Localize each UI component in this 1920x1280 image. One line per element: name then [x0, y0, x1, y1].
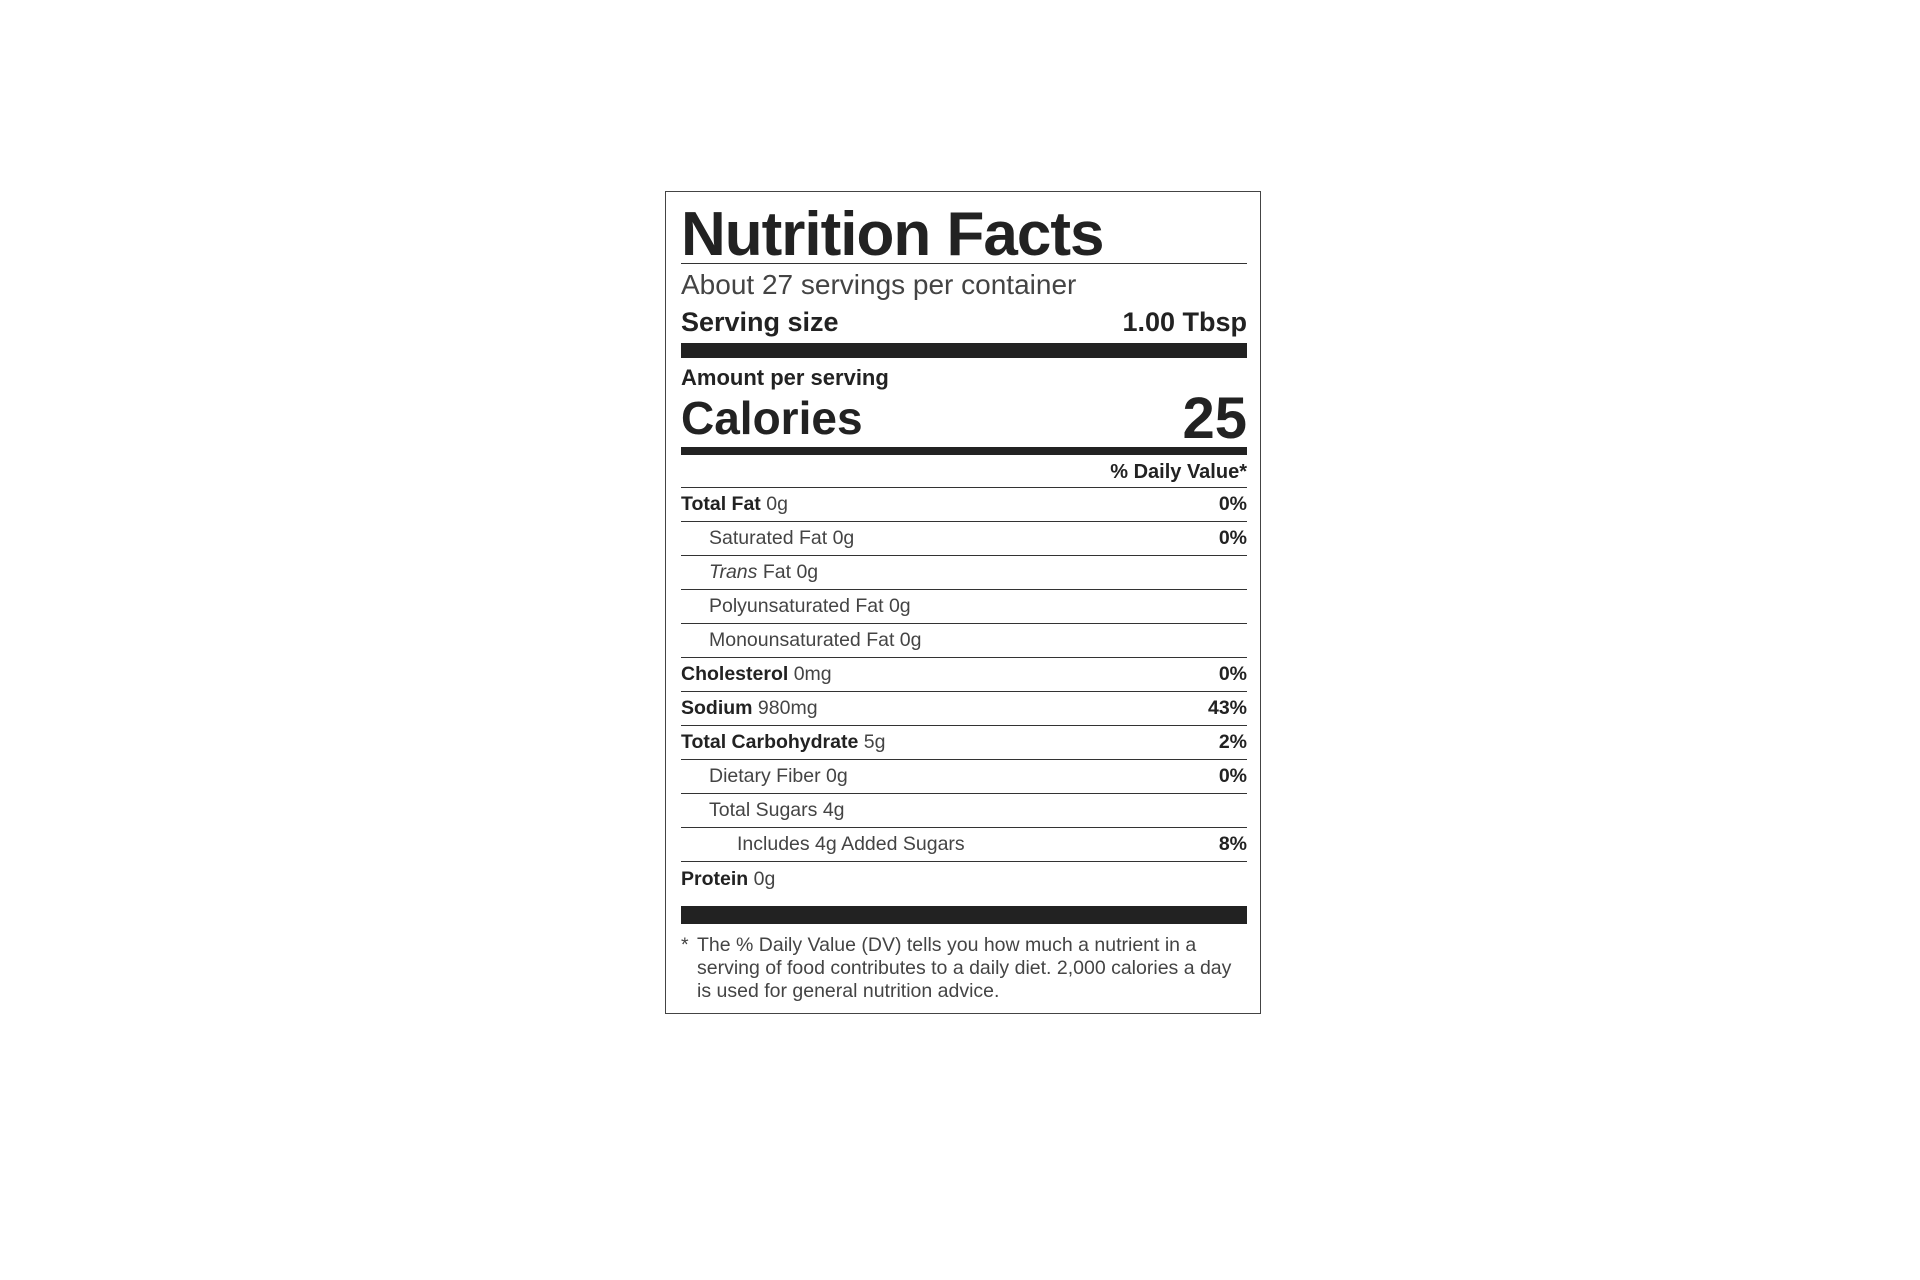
nutrient-name: Saturated Fat 0g [681, 527, 854, 550]
nutrient-name: Cholesterol 0mg [681, 663, 832, 686]
nutrient-name: Trans Fat 0g [681, 561, 818, 584]
nutrient-label-suffix: Fat [762, 561, 792, 583]
nutrient-name: Protein 0g [681, 868, 775, 891]
nutrient-label: Total Sugars [709, 799, 818, 821]
nutrient-amount: 4g [822, 799, 845, 821]
nutrient-amount: 980mg [757, 697, 818, 719]
nutrient-label: Monounsaturated Fat [709, 629, 895, 651]
serving-size-row: Serving size 1.00 Tbsp [681, 306, 1247, 338]
nutrient-label: Trans [709, 561, 758, 583]
nutrient-label: Total Carbohydrate [681, 731, 859, 753]
footnote: * The % Daily Value (DV) tells you how m… [681, 934, 1247, 1003]
nutrient-amount: 5g [863, 731, 886, 753]
nutrient-amount: 0g [753, 867, 776, 890]
calories-value: 25 [1182, 385, 1247, 451]
nutrient-row: Saturated Fat 0g 0% [681, 522, 1247, 556]
daily-value-header: % Daily Value* [1110, 461, 1247, 483]
nutrient-label: Total Fat [681, 493, 761, 515]
nutrient-name: Dietary Fiber 0g [681, 765, 848, 788]
label-title: Nutrition Facts [681, 200, 1104, 269]
nutrient-name: Includes 4g Added Sugars [681, 833, 965, 856]
nutrient-amount: 0g [832, 527, 855, 549]
nutrient-daily-value: 0% [1218, 663, 1247, 685]
nutrient-row: Cholesterol 0mg 0% [681, 658, 1247, 692]
nutrient-name: Total Fat 0g [681, 493, 788, 516]
nutrient-label: Sodium [681, 697, 753, 719]
nutrient-row: Trans Fat 0g [681, 556, 1247, 590]
footnote-star: * [681, 934, 689, 956]
nutrient-row: Polyunsaturated Fat 0g [681, 590, 1247, 624]
nutrient-name: Polyunsaturated Fat 0g [681, 595, 911, 618]
nutrient-row: Total Sugars 4g [681, 794, 1247, 828]
nutrient-row: Includes 4g Added Sugars 8% [681, 828, 1247, 862]
nutrient-amount: 0g [766, 493, 788, 515]
nutrient-row: Protein 0g [681, 862, 1247, 896]
nutrient-amount: 0mg [793, 663, 832, 685]
nutrient-daily-value: 0% [1218, 493, 1247, 515]
thick-divider [681, 906, 1247, 924]
amount-per-serving: Amount per serving [681, 365, 889, 390]
nutrient-label: Saturated Fat [709, 527, 828, 549]
nutrient-label: Protein [681, 867, 749, 890]
nutrient-daily-value: 2% [1218, 731, 1247, 753]
nutrient-name: Total Sugars 4g [681, 799, 845, 822]
serving-size-label: Serving size [681, 307, 839, 337]
nutrient-name: Total Carbohydrate 5g [681, 731, 885, 754]
nutrient-row: Monounsaturated Fat 0g [681, 624, 1247, 658]
nutrient-name: Monounsaturated Fat 0g [681, 629, 922, 652]
calories-label: Calories [681, 392, 863, 444]
nutrient-row: Dietary Fiber 0g 0% [681, 760, 1247, 794]
serving-size-value: 1.00 Tbsp [1122, 307, 1247, 337]
nutrient-row: Sodium 980mg 43% [681, 692, 1247, 726]
nutrient-row: Total Carbohydrate 5g 2% [681, 726, 1247, 760]
nutrient-row: Total Fat 0g 0% [681, 488, 1247, 522]
nutrient-label: Polyunsaturated Fat [709, 595, 884, 617]
nutrient-label: Dietary Fiber [709, 765, 821, 787]
servings-per-container: About 27 servings per container [681, 269, 1077, 300]
nutrient-label: Cholesterol [681, 663, 789, 685]
nutrient-amount: 0g [796, 561, 819, 583]
nutrient-daily-value: 0% [1218, 765, 1247, 787]
divider [681, 487, 1247, 488]
nutrient-amount: 0g [826, 765, 848, 787]
nutrient-label: Includes 4g Added Sugars [737, 833, 965, 855]
nutrient-daily-value: 8% [1218, 833, 1247, 855]
footnote-text: The % Daily Value (DV) tells you how muc… [697, 934, 1232, 1002]
nutrient-daily-value: 43% [1207, 697, 1247, 719]
calories-row: Calories 25 [681, 386, 1247, 451]
nutrient-daily-value: 0% [1218, 527, 1247, 549]
nutrient-list: Total Fat 0g 0% Saturated Fat 0g 0% Trans Fa… [681, 488, 1247, 896]
thick-divider [681, 343, 1247, 358]
nutrient-amount: 0g [888, 595, 911, 617]
nutrient-amount: 0g [899, 629, 922, 651]
divider [681, 263, 1247, 264]
nutrition-facts-label: Nutrition Facts About 27 servings per co… [665, 191, 1261, 1014]
nutrient-name: Sodium 980mg [681, 697, 818, 720]
medium-divider [681, 447, 1247, 455]
